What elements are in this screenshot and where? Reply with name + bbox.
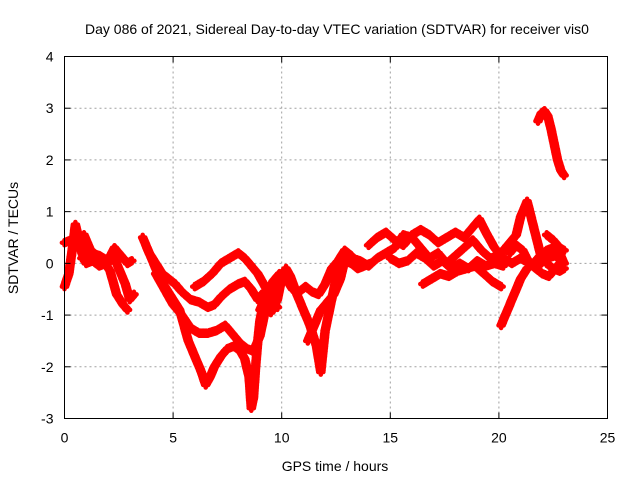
y-axis-label: SDTVAR / TECUs	[5, 182, 21, 294]
x-tick-label: 10	[274, 430, 290, 446]
series-sat-j	[302, 255, 376, 346]
y-tick-label: 4	[46, 49, 54, 65]
x-tick-label: 20	[491, 430, 507, 446]
plot-frame	[64, 56, 608, 419]
series-sat-f	[150, 268, 283, 357]
x-tick-label: 25	[600, 430, 616, 446]
x-tick-label: 0	[61, 430, 69, 446]
x-tick-label: 15	[383, 430, 399, 446]
y-tick-label: 3	[46, 100, 54, 116]
series-sat-c	[77, 242, 137, 269]
series-sat-l	[363, 214, 569, 271]
y-tick-label: 0	[46, 255, 54, 271]
x-tick-label: 5	[169, 430, 177, 446]
y-tick-label: -1	[41, 307, 54, 323]
chart-title: Day 086 of 2021, Sidereal Day-to-day VTE…	[85, 21, 589, 37]
y-tick-label: 1	[46, 204, 54, 220]
y-tick-label: -3	[41, 411, 54, 427]
series-sat-q	[541, 230, 569, 256]
y-tick-label: 2	[46, 152, 54, 168]
series-sat-n	[418, 261, 506, 292]
y-tick-label: -2	[41, 359, 54, 375]
series-sat-r	[533, 105, 569, 181]
axis-ticks: 0 5 10 15 20 25 -3 -2 -1 0 1 2 3 4	[41, 49, 615, 446]
series-sat-k	[337, 196, 569, 276]
series-sat-p	[504, 240, 565, 282]
data-series	[59, 105, 569, 414]
x-axis-label: GPS time / hours	[282, 458, 389, 474]
